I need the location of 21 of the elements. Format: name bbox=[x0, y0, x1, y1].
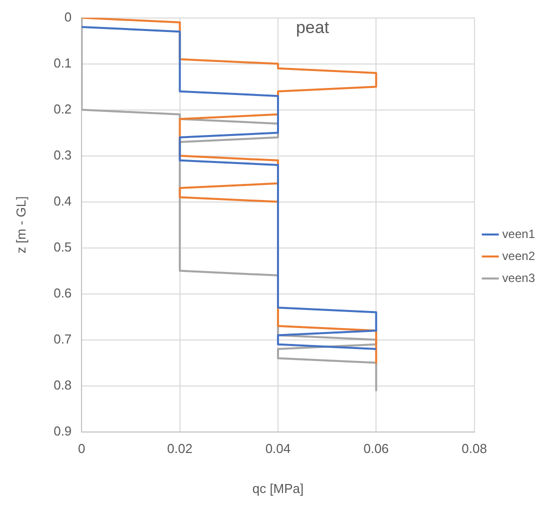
legend-label: veen3 bbox=[502, 270, 536, 285]
y-tick-label: 0.3 bbox=[54, 147, 72, 162]
x-tick-label: 0.04 bbox=[265, 441, 291, 456]
y-tick-label: 0.8 bbox=[54, 377, 72, 392]
x-tick-label: 0.02 bbox=[167, 441, 192, 456]
y-tick-label: 0.2 bbox=[54, 101, 72, 116]
y-tick-label: 0.5 bbox=[54, 239, 72, 254]
y-tick-label: 0.6 bbox=[54, 285, 72, 300]
x-tick-label: 0.06 bbox=[363, 441, 389, 456]
y-tick-label: 0.4 bbox=[54, 193, 72, 208]
y-tick-label: 0 bbox=[64, 9, 72, 24]
x-tick-label: 0 bbox=[78, 441, 86, 456]
y-tick-label: 0.9 bbox=[54, 423, 72, 438]
x-axis-title: qc [MPa] bbox=[252, 480, 304, 496]
legend-label: veen1 bbox=[502, 226, 536, 241]
x-tick-label: 0.08 bbox=[462, 441, 487, 456]
y-tick-label: 0.7 bbox=[54, 331, 72, 346]
y-tick-label: 0.1 bbox=[54, 55, 72, 70]
legend-label: veen2 bbox=[502, 248, 536, 263]
chart-title: peat bbox=[296, 18, 330, 37]
y-axis-title: z [m - GL] bbox=[13, 196, 28, 254]
